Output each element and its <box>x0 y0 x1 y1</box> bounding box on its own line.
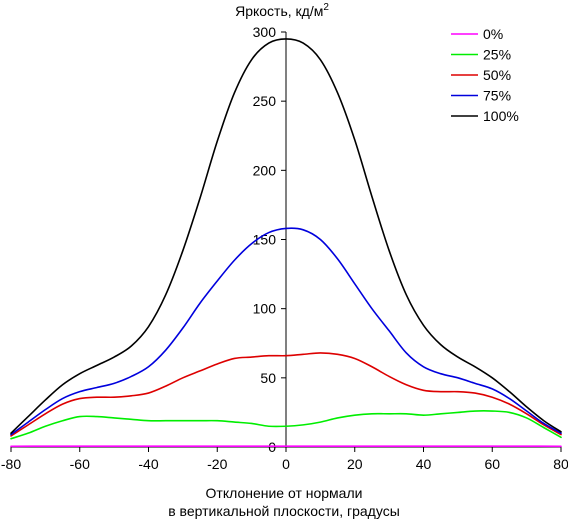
legend-label-2: 50% <box>483 67 511 83</box>
y-tick-label: 250 <box>253 93 277 109</box>
legend: 0% 25% 50% 75% 100% <box>451 26 519 124</box>
x-tick-label: -80 <box>1 456 21 472</box>
series-line-4 <box>10 38 562 434</box>
legend-label-3: 75% <box>483 88 511 104</box>
x-tick-label: 60 <box>484 456 500 472</box>
x-tick-label: 80 <box>553 456 568 472</box>
y-axis-title-text: Яркость, кд/м <box>235 3 323 19</box>
axes <box>10 31 562 452</box>
y-tick-label: 300 <box>253 24 277 40</box>
y-tick-label: 200 <box>253 162 277 178</box>
series-lines <box>10 38 562 448</box>
x-tick-label: -60 <box>70 456 90 472</box>
y-tick-label: 50 <box>260 370 276 386</box>
tick-labels: -80 -60 -40 -20 0 20 40 60 80 50 100 150 200 250 300 0 <box>1 24 568 472</box>
legend-label-0: 0% <box>483 26 503 42</box>
x-axis-title-line1: Отклонение от нормали <box>206 485 363 501</box>
x-tick-label: 40 <box>416 456 432 472</box>
legend-label-1: 25% <box>483 47 511 63</box>
legend-label-4: 100% <box>483 108 519 124</box>
series-line-1 <box>10 410 562 440</box>
series-line-2 <box>10 352 562 437</box>
y-axis-title: Яркость, кд/м2 <box>235 2 329 19</box>
y-axis-title-superscript: 2 <box>323 2 329 13</box>
x-axis-title-line2: в вертикальной плоскости, градусы <box>168 503 400 519</box>
y-tick-label: 100 <box>253 301 277 317</box>
x-tick-label: 0 <box>282 456 290 472</box>
y-tick-label: 0 <box>268 439 276 455</box>
x-tick-label: -40 <box>138 456 158 472</box>
series-line-3 <box>10 227 562 436</box>
x-tick-label: -20 <box>207 456 227 472</box>
y-tick-label: 150 <box>253 232 277 248</box>
x-tick-label: 20 <box>347 456 363 472</box>
